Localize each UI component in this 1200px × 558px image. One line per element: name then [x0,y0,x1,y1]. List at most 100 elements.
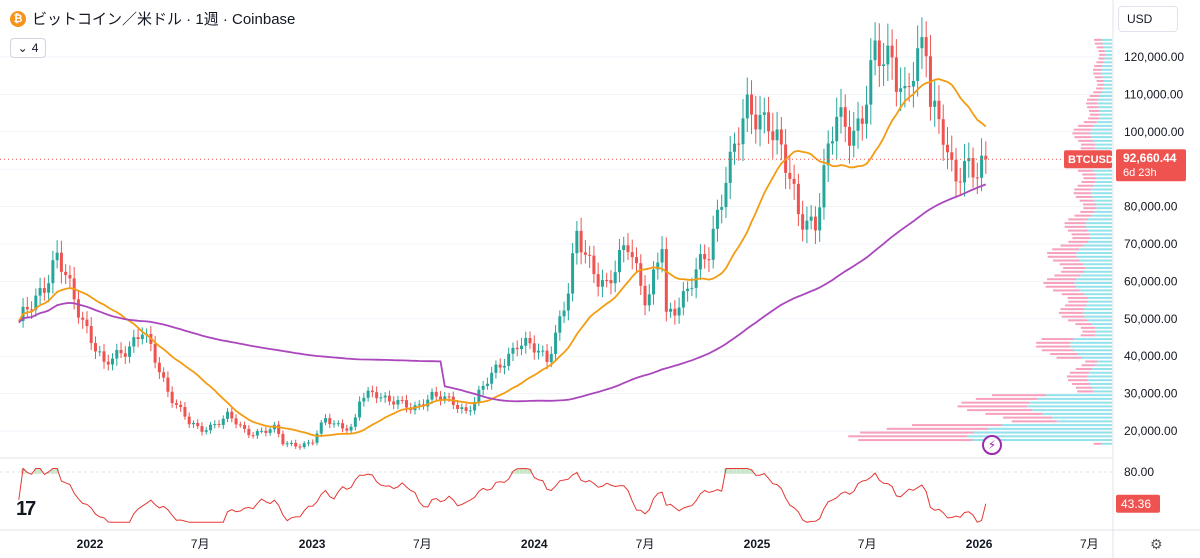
indicators-collapse-button[interactable]: ⌄ 4 [10,38,46,58]
time-tick-label: 7月 [1080,537,1099,551]
volume-profile-bar [1068,300,1088,303]
volume-profile-bar [992,394,1047,397]
price-tick-label: 60,000.00 [1124,274,1178,288]
settings-gear-icon[interactable]: ⚙ [1150,536,1163,552]
volume-profile-bar [1081,356,1112,359]
candle-body [916,48,920,81]
volume-profile-bar [972,439,1112,442]
volume-profile-bar [1087,375,1112,378]
volume-profile-bar [1046,394,1112,397]
candle-body [157,362,161,373]
volume-profile-bar [1097,83,1104,86]
volume-profile-bar [1080,210,1095,213]
volume-profile-bar [886,427,989,430]
candle-body [170,391,174,404]
candle-body [153,343,157,363]
volume-profile-bar [1082,203,1097,206]
volume-profile-bar [1070,345,1112,348]
volume-profile-bar [1094,76,1103,79]
candle-body [473,401,477,411]
volume-profile-bar [1075,386,1093,389]
volume-profile-bar [1089,233,1112,236]
candle-body [234,418,238,425]
volume-profile-bar [1101,72,1112,75]
time-tick-label: 2024 [521,537,548,551]
tradingview-logo-icon[interactable]: 17 [16,498,36,520]
candle-body [588,254,592,256]
volume-profile-bar [1003,416,1053,419]
candle-body [47,283,51,293]
volume-profile-bar [1092,367,1112,370]
volume-profile-bar [1087,296,1112,299]
candle-body [554,332,558,354]
oscillator-overbought-fill [50,468,55,474]
symbol-title[interactable]: ビットコイン／米ドル · 1週 · Coinbase [32,11,296,28]
candle-body [174,403,178,405]
volume-profile-bar [1073,192,1091,195]
volume-profile-bar [1076,278,1112,281]
candle-body [111,358,115,365]
last-price-tag [1116,149,1186,182]
candle-body [788,172,792,179]
lightning-icon[interactable]: ⚡ [982,435,1002,455]
volume-profile-bar [1056,356,1082,359]
candle-body [25,306,29,310]
price-tick-label: 20,000.00 [1124,424,1178,438]
volume-profile-bar [1077,169,1094,172]
candle-body [592,255,596,275]
volume-profile-bar [1087,379,1112,382]
volume-profile-bar [1092,195,1112,198]
volume-profile-bar [1027,405,1112,408]
volume-profile-bar [1103,87,1112,90]
candle-body [417,404,421,406]
volume-profile-bar [1083,270,1112,273]
volume-profile-bar [1086,304,1112,307]
volume-profile-bar [1054,274,1081,277]
volume-profile-bar [1099,53,1105,56]
candle-body [55,252,59,261]
candle-body [404,400,408,408]
candle-body [328,418,332,425]
candle-body [980,155,984,178]
volume-profile-bar [1091,136,1112,139]
last-price-value: 92,660.44 [1123,151,1177,165]
volume-profile-bar [1064,304,1087,307]
candle-body [30,309,34,311]
volume-profile-bar [1050,353,1079,356]
volume-profile-bar [1096,61,1104,64]
volume-profile-bar [1080,147,1095,150]
volume-profile-bar [1029,401,1112,404]
candle-body [230,411,234,419]
currency-select[interactable]: USD [1118,6,1178,32]
candle-body [187,416,191,425]
candle-body [911,80,915,87]
volume-profile-bar [1085,222,1112,225]
candle-body [191,422,195,425]
candle-body [464,407,468,411]
volume-profile-bar [1098,57,1105,60]
candle-body [630,252,634,258]
volume-profile-bar [1063,267,1086,270]
candle-body [549,353,553,362]
candle-body [140,334,144,340]
volume-profile-bar [1098,106,1112,109]
volume-profile-bar [848,435,967,438]
volume-profile-bar [1082,173,1096,176]
oscillator-overbought-fill [523,468,528,474]
oscillator-overbought-fill [745,468,750,474]
candle-body [937,100,941,120]
volume-profile-bar [1059,263,1084,266]
volume-profile-bar [1096,207,1112,210]
candle-body [690,287,694,289]
candle-body [243,425,247,429]
candle-body [42,288,46,293]
volume-profile-bar [1101,91,1112,94]
candle-body [941,119,945,145]
time-tick-label: 7月 [858,537,877,551]
candle-body [545,350,549,362]
volume-profile-bar [1094,42,1103,45]
volume-profile-bar [1096,46,1104,49]
volume-profile-bar [1090,132,1112,135]
chart-header: ₿ ビットコイン／米ドル · 1週 · Coinbase [10,8,295,29]
